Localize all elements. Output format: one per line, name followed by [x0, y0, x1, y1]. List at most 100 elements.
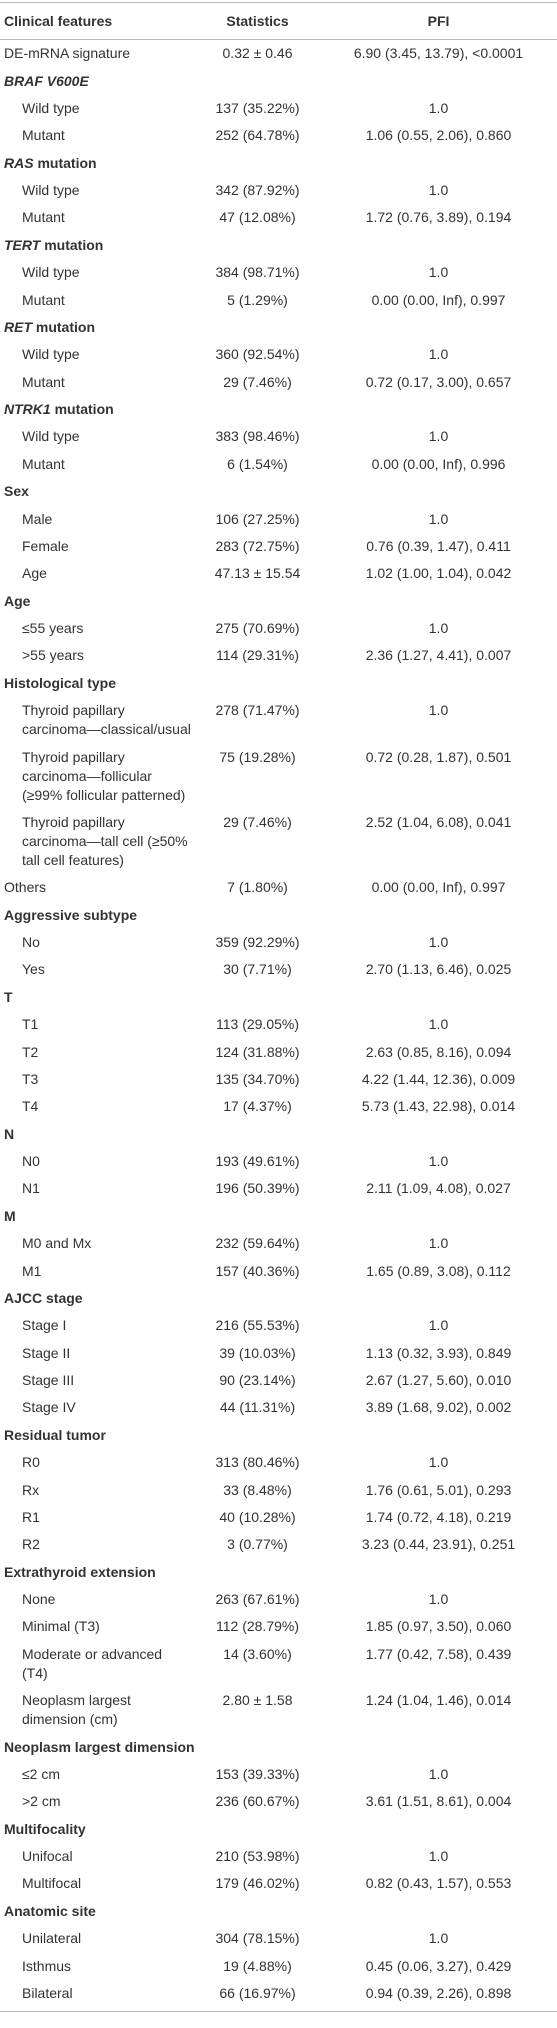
header-cell: Statistics: [195, 2, 320, 40]
feature-cell: Thyroid papillary carcinoma—classical/us…: [22, 702, 191, 738]
section-heading: Anatomic site: [0, 1898, 557, 1925]
table-row: Unifocal 210 (53.98%) 1.0: [0, 1843, 557, 1870]
statistics-cell: 278 (71.47%): [215, 702, 300, 719]
table-row: R2 3 (0.77%) 3.23 (0.44, 23.91), 0.251: [0, 1531, 557, 1558]
statistics-cell: 90 (23.14%): [219, 1372, 296, 1389]
table-row: Wild type 137 (35.22%) 1.0: [0, 95, 557, 122]
pfi-cell: 1.76 (0.61, 5.01), 0.293: [365, 1481, 512, 1498]
table-row: Neoplasm largest dimension: [0, 1733, 557, 1760]
table-row: Unilateral 304 (78.15%) 1.0: [0, 1925, 557, 1952]
pfi-cell: 4.22 (1.44, 12.36), 0.009: [361, 1070, 516, 1087]
statistics-cell: 124 (31.88%): [215, 1043, 300, 1060]
pfi-cell: 2.36 (1.27, 4.41), 0.007: [365, 647, 512, 664]
statistics-cell: 106 (27.25%): [215, 510, 300, 527]
table-row: R0 313 (80.46%) 1.0: [0, 1449, 557, 1476]
heading-text: Anatomic site: [4, 1902, 96, 1919]
pfi-cell: 1.06 (0.55, 2.06), 0.860: [365, 127, 512, 144]
section-heading: RET mutation: [0, 314, 557, 341]
table-row: T2 124 (31.88%) 2.63 (0.85, 8.16), 0.094: [0, 1038, 557, 1065]
table-row: N1 196 (50.39%) 2.11 (1.09, 4.08), 0.027: [0, 1175, 557, 1202]
table-row: M: [0, 1203, 557, 1230]
pfi-cell: 1.0: [428, 934, 449, 951]
feature-cell: >55 years: [22, 647, 84, 664]
statistics-cell: 342 (87.92%): [215, 182, 300, 199]
pfi-cell: 3.23 (0.44, 23.91), 0.251: [361, 1536, 516, 1553]
table-row: Thyroid papillary carcinoma—tall cell (≥…: [0, 809, 557, 874]
statistics-cell: 19 (4.88%): [223, 1957, 292, 1974]
section-heading: NTRK1 mutation: [0, 396, 557, 423]
pfi-cell: 2.52 (1.04, 6.08), 0.041: [365, 813, 512, 830]
table-row: Stage III 90 (23.14%) 2.67 (1.27, 5.60), 0…: [0, 1367, 557, 1394]
table-row: Mutant 47 (12.08%) 1.72 (0.76, 3.89), 0.19…: [0, 204, 557, 231]
table-row: Minimal (T3) 112 (28.79%) 1.85 (0.97, 3.50…: [0, 1613, 557, 1640]
feature-cell: ≤55 years: [22, 620, 84, 637]
table-row: NTRK1 mutation: [0, 396, 557, 423]
table-row: >55 years 114 (29.31%) 2.36 (1.27, 4.41), …: [0, 642, 557, 669]
pfi-cell: 0.76 (0.39, 1.47), 0.411: [366, 537, 511, 554]
statistics-cell: 33 (8.48%): [223, 1481, 292, 1498]
section-heading: Neoplasm largest dimension: [0, 1733, 557, 1760]
feature-cell: Isthmus: [22, 1957, 72, 1974]
statistics-cell: 113 (29.05%): [215, 1016, 299, 1033]
table-row: >2 cm 236 (60.67%) 3.61 (1.51, 8.61), 0.00…: [0, 1788, 557, 1815]
feature-cell: Thyroid papillary carcinoma—follicular (…: [22, 748, 186, 803]
pfi-cell: 1.0: [428, 1317, 449, 1334]
feature-cell: R1: [22, 1508, 40, 1525]
feature-cell: Multifocal: [22, 1875, 82, 1892]
statistics-cell: 384 (98.71%): [215, 264, 300, 281]
statistics-cell: 153 (39.33%): [215, 1765, 300, 1782]
statistics-cell: 196 (50.39%): [215, 1180, 300, 1197]
table-row: Stage II 39 (10.03%) 1.13 (0.32, 3.93), 0.…: [0, 1340, 557, 1367]
feature-cell: Neoplasm largest dimension (cm): [22, 1692, 131, 1728]
pfi-cell: 1.0: [428, 1454, 449, 1471]
pfi-cell: 0.45 (0.06, 3.27), 0.429: [365, 1957, 512, 1974]
feature-cell: Unifocal: [22, 1848, 73, 1865]
header-row: Clinical features Statistics PFI: [0, 2, 557, 40]
heading-italic: RET: [4, 318, 32, 335]
table-body: DE-mRNA signature 0.32 ± 0.46 6.90 (3.45, …: [0, 40, 557, 2012]
table-row: Male 106 (27.25%) 1.0: [0, 505, 557, 532]
statistics-cell: 29 (7.46%): [223, 813, 292, 830]
pfi-cell: 2.70 (1.13, 6.46), 0.025: [365, 961, 512, 978]
section-heading: Sex: [0, 478, 557, 505]
section-heading: Histological type: [0, 670, 557, 697]
heading-text: AJCC stage: [4, 1289, 83, 1306]
table-row: No 359 (92.29%) 1.0: [0, 929, 557, 956]
table-header: Clinical features Statistics PFI: [0, 2, 557, 40]
feature-cell: Minimal (T3): [22, 1618, 100, 1635]
statistics-cell: 359 (92.29%): [215, 934, 300, 951]
statistics-cell: 157 (40.36%): [215, 1262, 300, 1279]
pfi-cell: 1.0: [428, 264, 449, 281]
table-row: Thyroid papillary carcinoma—follicular (…: [0, 743, 557, 808]
table-row: TERT mutation: [0, 232, 557, 259]
pfi-cell: 1.0: [428, 1591, 449, 1608]
pfi-cell: 1.24 (1.04, 1.46), 0.014: [365, 1692, 512, 1709]
statistics-cell: 40 (10.28%): [219, 1508, 296, 1525]
table-row: ≤2 cm 153 (39.33%) 1.0: [0, 1761, 557, 1788]
feature-cell: T3: [22, 1070, 39, 1087]
table-row: N: [0, 1121, 557, 1148]
heading-text: Residual tumor: [4, 1426, 106, 1443]
feature-cell: ≤2 cm: [22, 1765, 61, 1782]
statistics-cell: 179 (46.02%): [215, 1875, 300, 1892]
pfi-cell: 0.94 (0.39, 2.26), 0.898: [320, 1979, 557, 2012]
feature-cell: No: [22, 934, 40, 951]
statistics-cell: 252 (64.78%): [215, 127, 300, 144]
table-row: Mutant 252 (64.78%) 1.06 (0.55, 2.06), 0.8…: [0, 122, 557, 149]
statistics-cell: 7 (1.80%): [227, 879, 288, 896]
feature-cell: Stage III: [22, 1372, 75, 1389]
statistics-cell: 360 (92.54%): [215, 346, 300, 363]
pfi-cell: 1.0: [428, 182, 449, 199]
feature-cell: R0: [22, 1454, 40, 1471]
pfi-cell: 3.89 (1.68, 9.02), 0.002: [365, 1399, 512, 1416]
statistics-cell: 14 (3.60%): [223, 1645, 292, 1662]
pfi-cell: 5.73 (1.43, 22.98), 0.014: [361, 1098, 516, 1115]
table-row: Mutant 29 (7.46%) 0.72 (0.17, 3.00), 0.657: [0, 369, 557, 396]
heading-text: Extrathyroid extension: [4, 1563, 156, 1580]
feature-cell: Wild type: [22, 182, 80, 199]
table-row: Residual tumor: [0, 1422, 557, 1449]
pfi-cell: 1.13 (0.32, 3.93), 0.849: [365, 1344, 512, 1361]
table-row: Thyroid papillary carcinoma—classical/us…: [0, 697, 557, 743]
feature-cell: Stage IV: [22, 1399, 76, 1416]
